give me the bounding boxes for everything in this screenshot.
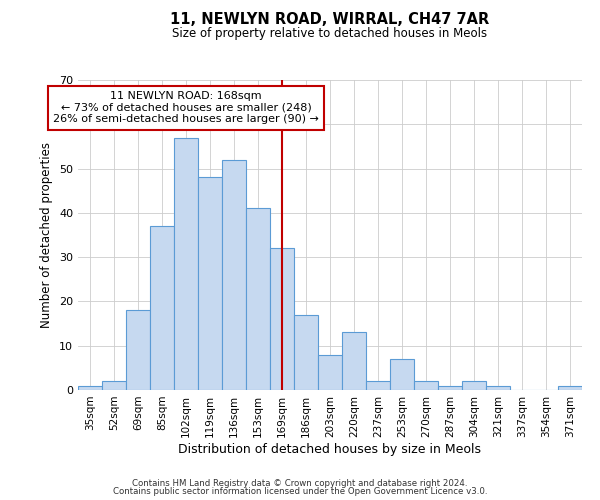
Bar xyxy=(78,386,102,390)
Bar xyxy=(486,386,510,390)
Bar xyxy=(438,386,462,390)
Bar xyxy=(102,381,126,390)
Text: Contains HM Land Registry data © Crown copyright and database right 2024.: Contains HM Land Registry data © Crown c… xyxy=(132,478,468,488)
Text: Contains public sector information licensed under the Open Government Licence v3: Contains public sector information licen… xyxy=(113,487,487,496)
Bar xyxy=(414,381,438,390)
Bar xyxy=(270,248,294,390)
Bar xyxy=(462,381,486,390)
Y-axis label: Number of detached properties: Number of detached properties xyxy=(40,142,53,328)
Bar xyxy=(174,138,198,390)
Bar xyxy=(294,314,318,390)
Bar xyxy=(150,226,174,390)
Bar xyxy=(318,354,342,390)
Bar xyxy=(222,160,246,390)
Bar xyxy=(246,208,270,390)
Bar xyxy=(366,381,390,390)
Text: 11, NEWLYN ROAD, WIRRAL, CH47 7AR: 11, NEWLYN ROAD, WIRRAL, CH47 7AR xyxy=(170,12,490,28)
Bar xyxy=(390,359,414,390)
Text: Size of property relative to detached houses in Meols: Size of property relative to detached ho… xyxy=(172,28,488,40)
Bar xyxy=(342,332,366,390)
Bar xyxy=(126,310,150,390)
Bar xyxy=(198,178,222,390)
Text: 11 NEWLYN ROAD: 168sqm
← 73% of detached houses are smaller (248)
26% of semi-de: 11 NEWLYN ROAD: 168sqm ← 73% of detached… xyxy=(53,91,319,124)
Bar xyxy=(558,386,582,390)
X-axis label: Distribution of detached houses by size in Meols: Distribution of detached houses by size … xyxy=(179,442,482,456)
